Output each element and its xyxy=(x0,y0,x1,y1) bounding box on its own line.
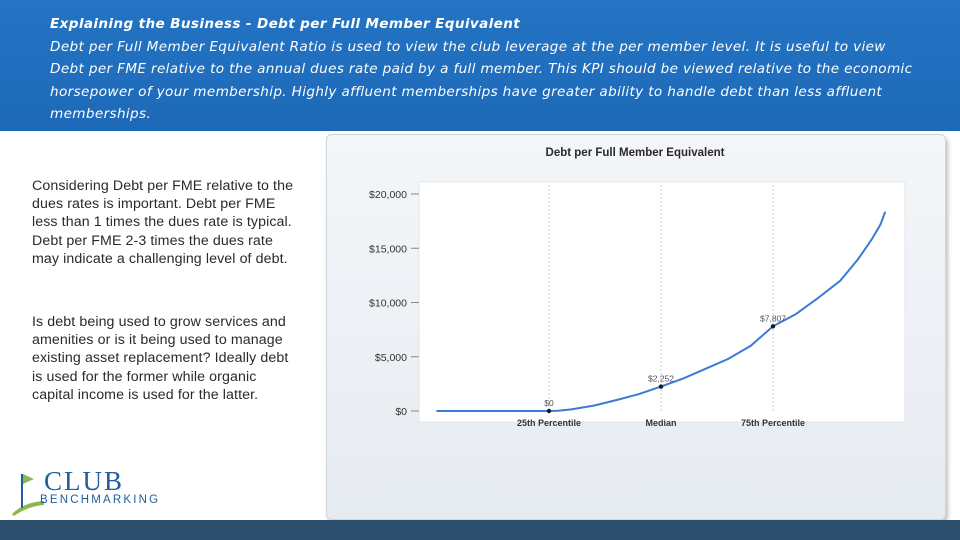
y-tick-label: $5,000 xyxy=(375,352,407,364)
data-point xyxy=(637,393,640,396)
annotation-marker xyxy=(546,408,552,414)
data-point xyxy=(480,410,483,412)
y-tick-label: $15,000 xyxy=(369,243,407,255)
y-tick-label: $0 xyxy=(395,406,407,418)
data-point xyxy=(557,409,559,412)
club-benchmarking-logo: CLUB BENCHMARKING xyxy=(8,466,168,518)
header-description: Debt per Full Member Equivalent Ratio is… xyxy=(50,38,913,123)
left-paragraph-1: Considering Debt per FME relative to the… xyxy=(32,178,294,267)
x-tick-label: 75th Percentile xyxy=(741,418,805,428)
logo-word-benchmarking: BENCHMARKING xyxy=(40,494,161,506)
data-point xyxy=(615,399,618,402)
left-paragraph-2: Is debt being used to grow services and … xyxy=(32,314,289,403)
data-point xyxy=(816,297,819,300)
data-point xyxy=(884,211,886,214)
header-banner: Explaining the Business - Debt per Full … xyxy=(0,0,960,131)
annotation-marker xyxy=(658,384,664,389)
data-point xyxy=(857,258,860,260)
plot-area xyxy=(418,181,906,423)
data-point xyxy=(879,223,882,226)
chart-panel: Debt per Full Member Equivalent $0 $5,000… xyxy=(326,134,946,520)
data-point xyxy=(794,313,797,316)
data-point xyxy=(704,367,707,370)
annotation-label: $2,252 xyxy=(648,374,674,384)
data-point xyxy=(727,358,730,360)
logo-emblem-icon xyxy=(12,474,44,516)
logo-word-club: CLUB xyxy=(44,466,125,496)
data-point xyxy=(682,377,685,380)
x-tick-label: 25th Percentile xyxy=(517,418,581,428)
annotation-label: $0 xyxy=(544,398,554,408)
data-point xyxy=(436,410,438,412)
chart-title: Debt per Full Member Equivalent xyxy=(546,147,725,159)
annotation-marker xyxy=(770,324,776,329)
data-point xyxy=(839,279,842,282)
header-title: Explaining the Business - Debt per Full … xyxy=(50,16,521,32)
x-tick-label: Median xyxy=(645,418,676,428)
y-tick-label: $10,000 xyxy=(369,298,407,310)
data-point xyxy=(570,408,573,411)
data-point xyxy=(870,238,873,241)
data-point xyxy=(749,345,752,347)
annotation-label: $7,807 xyxy=(760,313,786,323)
y-tick-label: $20,000 xyxy=(369,189,407,201)
debt-per-fme-chart: Debt per Full Member Equivalent $0 $5,000… xyxy=(369,147,906,428)
data-point xyxy=(525,410,528,412)
data-point xyxy=(592,404,595,407)
data-point xyxy=(543,410,546,412)
footer-bar xyxy=(0,520,960,540)
